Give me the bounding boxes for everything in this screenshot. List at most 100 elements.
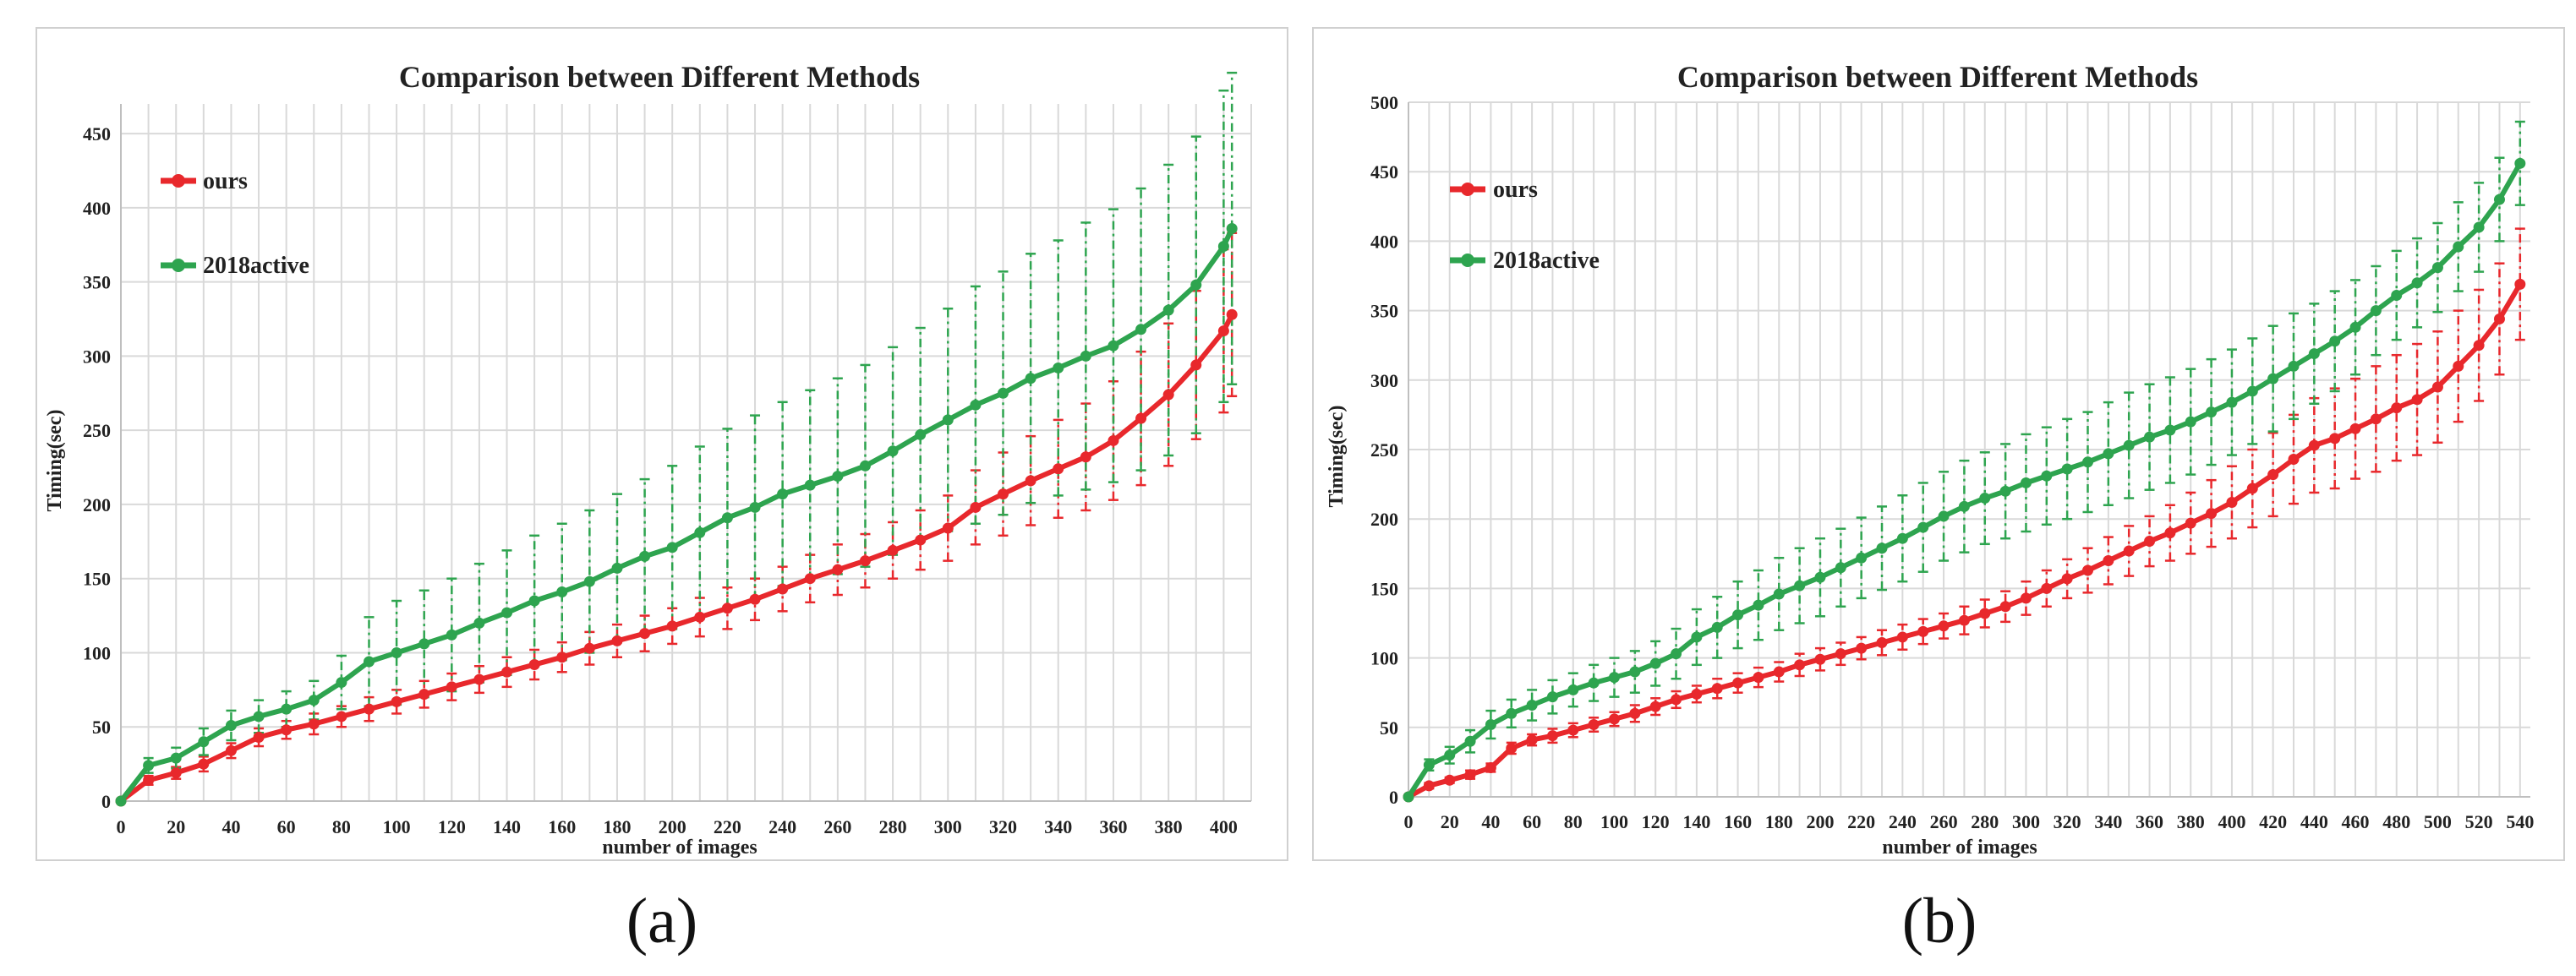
x-tick-label-a: 160 (548, 816, 576, 837)
legend-ours-label-b: ours (1493, 177, 1538, 203)
data-point-ours-a (528, 659, 540, 671)
chart-panel-a: Comparison between Different Methods 0 50… (36, 27, 1288, 861)
data-point-active-b (1403, 791, 1414, 803)
x-tick-label-a: 400 (1210, 816, 1238, 837)
data-point-ours-a (970, 501, 982, 513)
x-tick-label-a: 220 (714, 816, 741, 837)
x-tick-label-b: 540 (2506, 811, 2534, 832)
data-point-ours-b (1814, 653, 1826, 665)
legend-b: ours 2018active (1450, 177, 1600, 274)
data-point-active-b (2144, 431, 2156, 443)
data-point-active-b (2082, 456, 2094, 468)
data-point-ours-b (1506, 742, 1518, 754)
data-point-ours-b (2041, 582, 2053, 594)
data-point-ours-b (2061, 573, 2073, 585)
data-point-ours-b (2391, 402, 2403, 414)
data-point-active-b (1732, 609, 1744, 621)
data-point-active-b (2123, 439, 2135, 451)
chart-frame-a (36, 27, 1288, 861)
data-point-ours-a (198, 758, 210, 770)
data-point-active-a (639, 550, 651, 562)
data-point-active-a (915, 428, 927, 440)
x-axis-label-a: number of images (602, 837, 757, 859)
data-point-active-b (2041, 470, 2053, 482)
x-tick-label-b: 300 (2012, 811, 2040, 832)
data-point-active-b (1485, 719, 1496, 731)
x-tick-label-b: 340 (2094, 811, 2122, 832)
data-point-ours-b (2206, 508, 2218, 520)
y-tick-label-a: 200 (83, 494, 111, 515)
x-tick-label-a: 360 (1099, 816, 1127, 837)
data-point-ours-b (1608, 713, 1620, 725)
data-point-active-b (2206, 406, 2218, 418)
data-point-ours-a (1217, 325, 1229, 337)
x-tick-label-a: 120 (438, 816, 466, 837)
x-tick-label-b: 380 (2177, 811, 2205, 832)
data-point-active-a (170, 752, 182, 764)
data-point-active-b (1999, 485, 2011, 497)
data-point-active-a (363, 656, 375, 668)
data-point-active-b (2431, 262, 2443, 274)
y-tick-labels-a: 0 50 100 150 200 250 300 350 400 450 (83, 123, 111, 812)
data-point-ours-b (1464, 769, 1476, 781)
data-point-ours-b (2144, 536, 2156, 548)
chart-title-b: Comparison between Different Methods (1677, 60, 2198, 94)
data-point-ours-b (2349, 423, 2361, 434)
data-point-ours-b (2308, 439, 2320, 451)
x-tick-label-b: 320 (2054, 811, 2081, 832)
data-point-ours-b (1485, 761, 1496, 773)
data-point-active-a (998, 387, 1009, 399)
data-point-active-a (1217, 241, 1229, 253)
data-point-ours-b (2514, 278, 2526, 290)
data-point-ours-a (749, 593, 761, 605)
y-tick-label-a: 100 (83, 642, 111, 663)
data-point-active-a (115, 795, 127, 807)
data-point-ours-a (170, 767, 182, 779)
data-point-ours-a (859, 555, 871, 567)
data-point-ours-a (583, 642, 595, 654)
data-point-active-a (528, 595, 540, 607)
data-point-active-a (611, 562, 623, 574)
data-point-ours-a (639, 628, 651, 640)
data-point-ours-a (1190, 359, 1202, 371)
legend-active-label-b: 2018active (1493, 248, 1600, 274)
x-tick-label-a: 320 (989, 816, 1017, 837)
data-point-ours-a (777, 583, 789, 595)
legend-active-marker-a (172, 259, 185, 272)
data-point-ours-b (1588, 719, 1600, 731)
data-point-active-a (1190, 279, 1202, 291)
data-point-active-b (2288, 360, 2300, 372)
data-point-ours-b (1917, 625, 1929, 637)
data-point-ours-b (1649, 701, 1661, 712)
legend-ours-marker-b (1461, 183, 1474, 196)
data-point-active-b (2411, 277, 2423, 289)
data-point-active-a (721, 512, 733, 524)
x-tick-label-a: 40 (222, 816, 240, 837)
data-point-active-a (777, 488, 789, 500)
data-point-ours-b (2473, 340, 2485, 352)
x-tick-label-b: 280 (1971, 811, 1999, 832)
legend-ours-label-a: ours (203, 168, 248, 194)
data-point-active-a (556, 586, 568, 597)
y-tick-label-b: 400 (1370, 231, 1398, 252)
data-point-ours-b (1999, 601, 2011, 613)
data-point-ours-a (143, 774, 155, 786)
data-point-ours-b (2329, 433, 2341, 444)
data-point-active-b (1856, 552, 1868, 564)
chart-title-a: Comparison between Different Methods (399, 60, 920, 94)
y-tick-label-a: 300 (83, 346, 111, 367)
caption-b: (b) (1902, 886, 1977, 957)
data-point-active-a (418, 638, 430, 650)
x-tick-label-b: 440 (2300, 811, 2328, 832)
data-point-ours-b (1691, 688, 1703, 700)
data-point-active-a (1135, 324, 1147, 335)
x-tick-label-b: 180 (1765, 811, 1793, 832)
x-tick-label-b: 200 (1806, 811, 1834, 832)
data-point-active-b (1608, 672, 1620, 684)
data-point-ours-a (666, 620, 678, 632)
data-point-active-b (2164, 424, 2176, 436)
data-point-ours-b (2123, 545, 2135, 557)
x-tick-label-b: 20 (1441, 811, 1459, 832)
data-point-ours-a (253, 732, 265, 744)
data-point-ours-a (721, 603, 733, 614)
